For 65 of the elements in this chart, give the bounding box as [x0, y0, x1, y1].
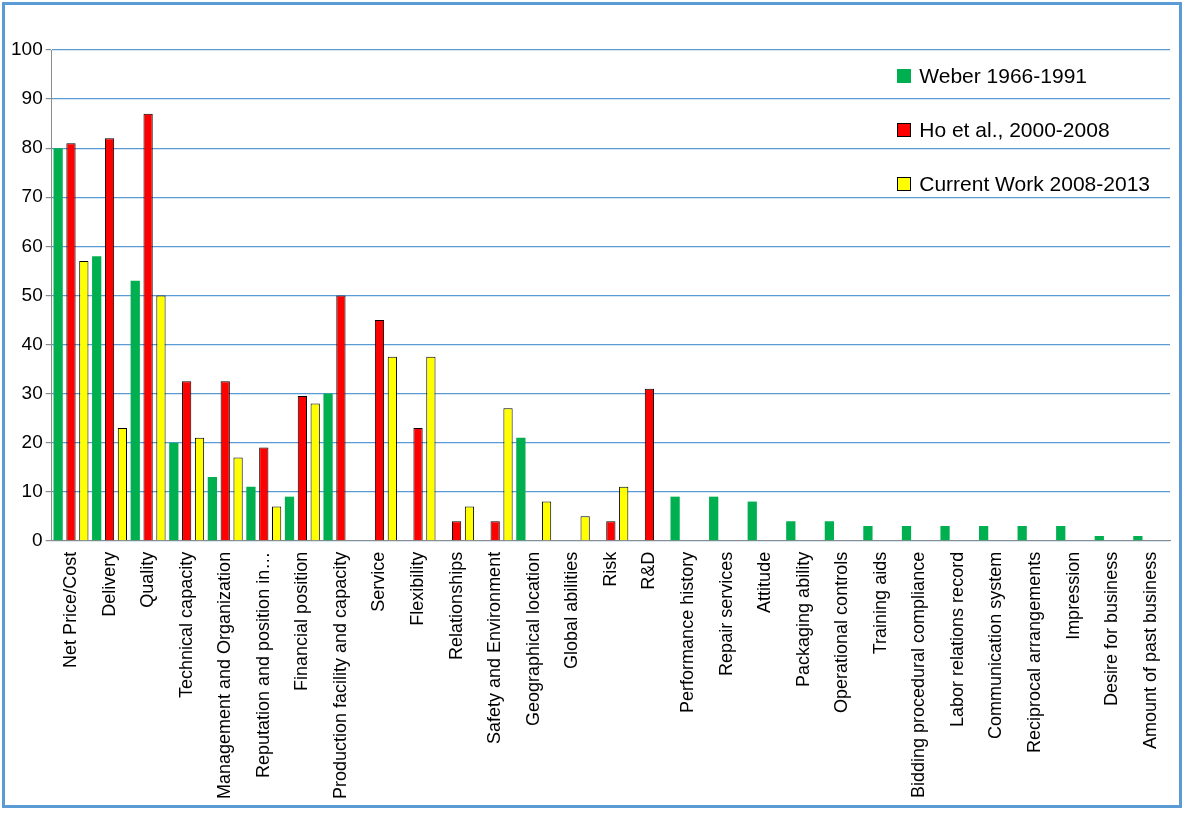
bar — [747, 501, 757, 541]
x-tick-label: Reciprocal arrangements — [1024, 551, 1044, 753]
bar — [670, 496, 680, 541]
bar — [207, 477, 217, 541]
bar — [53, 148, 63, 541]
x-tick-label: Safety and Environment — [484, 551, 505, 744]
bar — [1094, 535, 1104, 541]
x-tick-label: Relationships — [445, 551, 466, 660]
x-tick-label: Attitude — [754, 551, 775, 613]
bar — [709, 496, 719, 541]
x-tick-label: Communication system — [985, 551, 1006, 739]
y-tick-label: 80 — [21, 136, 43, 158]
x-tick-label: Service — [368, 551, 389, 612]
x-tick-label: Amount of past business — [1139, 551, 1160, 749]
bar — [863, 526, 873, 541]
bar — [1017, 526, 1027, 541]
x-tick-label: Labor relations record — [946, 551, 967, 727]
x-tick-label: R&D — [638, 551, 659, 590]
bar — [323, 393, 333, 541]
x-tick-label: Operational controls — [831, 551, 852, 713]
bar — [1056, 526, 1066, 541]
x-tick-label: Quality — [137, 551, 158, 608]
y-tick-label: 10 — [21, 479, 43, 501]
bar — [130, 280, 140, 541]
y-tick-label: 30 — [21, 381, 43, 403]
y-tick-label: 60 — [21, 234, 43, 256]
x-tick-label: Technical capacity — [175, 551, 196, 698]
x-tick-label: Bidding procedural compliance — [908, 551, 929, 798]
bar — [1133, 535, 1143, 541]
legend-label: Weber 1966-1991 — [919, 64, 1087, 88]
x-tick-label: Management and Organization — [214, 551, 235, 800]
x-tick-label: Flexibility — [407, 551, 428, 626]
x-tick-label: Repair services — [715, 551, 736, 676]
y-tick-label: 90 — [21, 87, 43, 109]
bar — [786, 521, 796, 541]
legend-label: Current Work 2008-2013 — [919, 172, 1150, 196]
x-tick-label: Impression — [1062, 551, 1083, 640]
x-tick-label: Desire for business — [1101, 551, 1122, 706]
bar — [978, 526, 989, 541]
y-tick-label: 40 — [21, 332, 43, 354]
bar — [901, 526, 912, 541]
bar — [940, 526, 950, 541]
bar — [284, 496, 295, 541]
x-tick-label: Global abilities — [561, 551, 582, 669]
x-tick-label: Production facility and capacity — [329, 551, 350, 799]
x-tick-label: Training aids — [869, 551, 890, 655]
y-tick-label: 100 — [11, 38, 43, 60]
bar — [246, 486, 256, 541]
bar — [92, 256, 102, 541]
x-tick-label: Reputation and position in… — [252, 551, 273, 778]
x-tick-label: Performance history — [676, 551, 697, 713]
legend-label: Ho et al., 2000-2008 — [919, 118, 1110, 142]
x-tick-label: Geographical location — [522, 551, 543, 726]
x-tick-label: Risk — [599, 550, 620, 587]
y-tick-label: 70 — [21, 185, 43, 207]
x-tick-label: Delivery — [98, 551, 119, 617]
x-tick-label: Packaging ability — [792, 551, 813, 687]
bar — [824, 521, 834, 541]
y-tick-label: 20 — [21, 430, 43, 452]
y-tick-label: 0 — [32, 529, 43, 551]
x-tick-label: Net Price/Cost — [59, 551, 80, 668]
y-tick-label: 50 — [21, 283, 43, 305]
bar — [169, 442, 179, 541]
bar — [516, 437, 526, 541]
x-tick-label: Financial position — [291, 551, 312, 691]
